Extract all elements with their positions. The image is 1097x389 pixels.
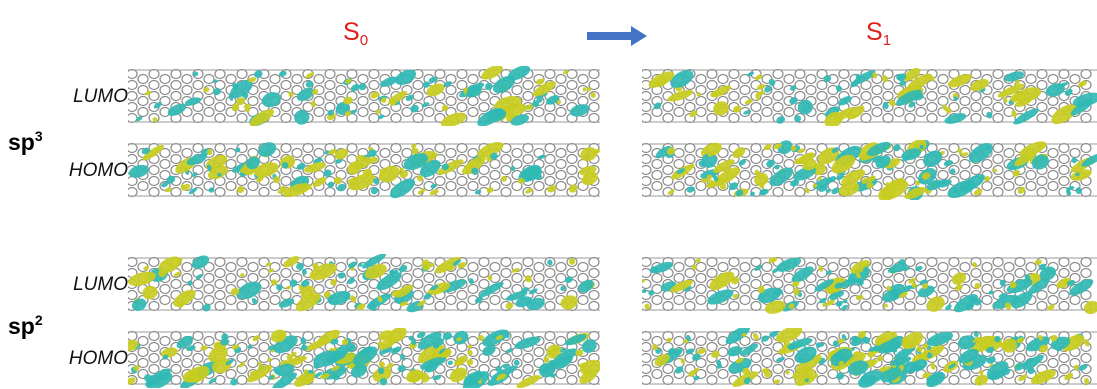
nanotube-sp2-lumo-s0 [128, 254, 600, 314]
transition-arrow [587, 26, 647, 46]
orbital-label-sp2-homo: HOMO [68, 348, 128, 369]
nanotube-sp3-lumo-s1 [642, 66, 1097, 126]
orbital-label-sp3-lumo: LUMO [73, 86, 128, 107]
orbital-label-sp2-lumo: LUMO [73, 274, 128, 295]
nanotube-sp3-homo-s0 [128, 140, 600, 200]
hybridization-label-sp2: sp2 [8, 312, 43, 339]
orbital-label-sp3-homo: HOMO [68, 160, 128, 181]
state-label-s1: S1 [866, 18, 892, 49]
hybridization-label-sp3: sp3 [8, 128, 43, 155]
nanotube-sp3-homo-s1 [642, 140, 1097, 200]
nanotube-sp2-homo-s0 [128, 328, 600, 388]
nanotube-sp2-lumo-s1 [642, 254, 1097, 314]
nanotube-sp2-homo-s1 [642, 328, 1097, 388]
state-label-s0: S0 [343, 18, 369, 49]
nanotube-sp3-lumo-s0 [128, 66, 600, 126]
